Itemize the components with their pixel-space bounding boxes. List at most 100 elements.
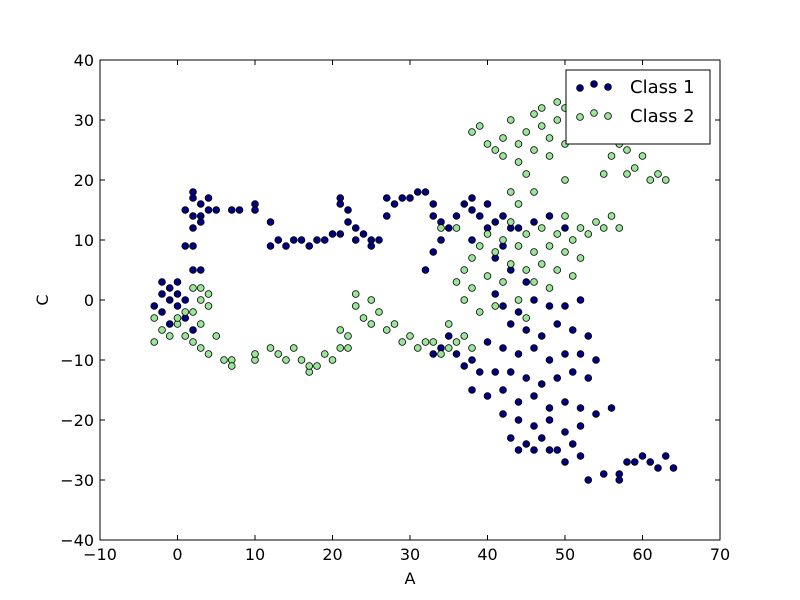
point — [654, 464, 662, 472]
point — [468, 236, 476, 244]
x-tick-label: 20 — [322, 545, 342, 564]
point — [460, 332, 469, 340]
point — [530, 218, 538, 226]
legend-marker — [576, 84, 584, 92]
point — [375, 236, 383, 244]
point — [514, 140, 523, 148]
x-axis-label: A — [405, 569, 416, 588]
point — [413, 188, 422, 196]
point — [537, 224, 546, 232]
point — [475, 122, 484, 130]
point — [537, 122, 546, 130]
point — [328, 356, 337, 364]
point — [615, 476, 624, 484]
point — [576, 296, 585, 304]
point — [196, 320, 205, 328]
point — [158, 326, 166, 334]
point — [421, 188, 430, 196]
point — [444, 344, 453, 352]
point — [468, 206, 476, 214]
point — [638, 152, 647, 160]
point — [483, 272, 492, 280]
point — [282, 242, 290, 250]
point — [568, 368, 577, 376]
point — [266, 218, 275, 226]
point — [584, 332, 593, 340]
point — [251, 350, 259, 358]
point — [468, 128, 476, 136]
point — [661, 176, 670, 184]
point — [406, 332, 414, 340]
point — [514, 242, 523, 250]
point — [212, 332, 221, 340]
x-tick-label: 60 — [632, 545, 652, 564]
point — [661, 452, 670, 460]
point — [204, 290, 213, 298]
point — [491, 302, 500, 310]
point — [266, 242, 275, 250]
point — [460, 296, 469, 304]
point — [382, 194, 391, 202]
point — [189, 224, 197, 232]
point — [545, 284, 554, 292]
legend-marker — [604, 112, 612, 120]
point — [545, 356, 554, 364]
point — [444, 332, 453, 340]
point — [181, 242, 190, 250]
point — [514, 296, 523, 304]
point — [522, 440, 531, 448]
x-tick-label: 70 — [710, 545, 730, 564]
point — [576, 254, 585, 262]
point — [351, 302, 360, 310]
point — [204, 194, 213, 202]
point — [150, 302, 159, 310]
point — [561, 398, 569, 406]
point — [150, 338, 159, 346]
point — [545, 212, 554, 220]
point — [514, 416, 523, 424]
point — [530, 146, 538, 154]
point — [630, 164, 639, 172]
point — [429, 248, 438, 256]
point — [468, 284, 476, 292]
point — [568, 326, 577, 334]
point — [499, 134, 507, 142]
point — [553, 98, 562, 106]
point — [630, 458, 639, 466]
point — [336, 344, 345, 352]
point — [491, 248, 500, 256]
point — [553, 266, 562, 274]
point — [537, 260, 546, 268]
point — [545, 416, 554, 424]
point — [289, 344, 298, 352]
y-axis-label: C — [33, 294, 52, 305]
point — [483, 200, 492, 208]
point — [336, 326, 345, 334]
point — [235, 206, 244, 214]
point — [499, 212, 507, 220]
point — [460, 200, 469, 208]
point — [173, 314, 182, 322]
point — [483, 230, 492, 238]
point — [189, 188, 197, 196]
y-tick-label: −10 — [60, 351, 94, 370]
point — [506, 188, 515, 196]
point — [297, 236, 306, 244]
point — [189, 266, 197, 274]
point — [212, 206, 221, 214]
point — [460, 266, 469, 274]
point — [475, 308, 484, 316]
point — [429, 338, 438, 346]
point — [413, 344, 422, 352]
point — [313, 236, 321, 244]
point — [158, 308, 166, 316]
point — [599, 170, 608, 178]
point — [506, 218, 515, 226]
point — [553, 116, 562, 124]
point — [561, 248, 569, 256]
point — [545, 242, 554, 250]
point — [398, 194, 407, 202]
point — [514, 350, 523, 358]
point — [289, 236, 298, 244]
point — [561, 458, 569, 466]
